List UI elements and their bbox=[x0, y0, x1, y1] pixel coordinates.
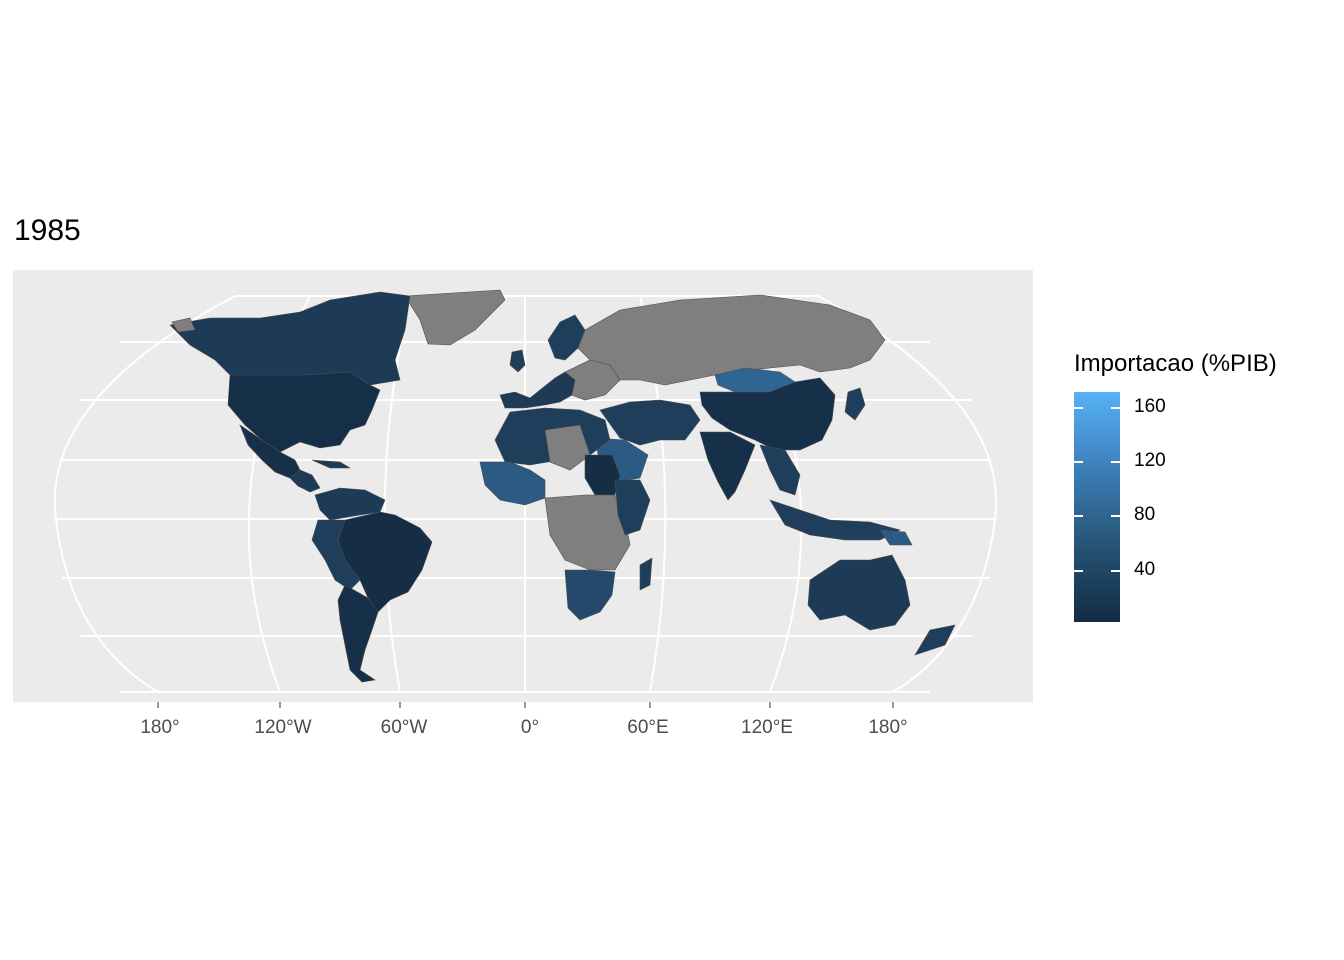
legend-tick-label: 120 bbox=[1134, 450, 1166, 472]
country-russia bbox=[577, 294, 886, 386]
x-tick-label: 180° bbox=[140, 717, 179, 738]
graticule-line bbox=[817, 295, 998, 693]
country-southeast-asia bbox=[759, 444, 801, 496]
country-china bbox=[699, 377, 836, 451]
country-australia bbox=[807, 554, 911, 631]
country-central-america bbox=[289, 469, 321, 493]
x-axis: 180° 120°W 60°W 0° 60°E 120°E 180° bbox=[140, 702, 908, 738]
legend-tick-label: 40 bbox=[1134, 558, 1156, 580]
country-layer bbox=[169, 289, 956, 683]
legend-colorbar bbox=[1074, 392, 1120, 622]
graticule-line bbox=[383, 295, 411, 693]
country-uk bbox=[509, 349, 526, 373]
graticule bbox=[53, 295, 998, 693]
country-peru-bolivia bbox=[311, 519, 361, 591]
country-madagascar bbox=[639, 557, 653, 591]
country-southern-africa bbox=[564, 569, 616, 621]
x-tick-label: 60°W bbox=[381, 717, 428, 738]
country-central-africa bbox=[544, 494, 631, 571]
country-greenland bbox=[404, 289, 506, 346]
legend-tick-label: 80 bbox=[1134, 504, 1156, 526]
x-tick-label: 120°W bbox=[254, 717, 311, 738]
x-tick-label: 120°E bbox=[741, 717, 793, 738]
legend: Importacao (%PIB) 160 120 80 40 bbox=[1074, 350, 1277, 622]
country-middle-east bbox=[599, 399, 701, 446]
country-papua bbox=[879, 529, 913, 546]
country-argentina-chile bbox=[337, 584, 379, 683]
country-sahel bbox=[544, 424, 591, 471]
country-japan bbox=[844, 387, 866, 421]
legend-title: Importacao (%PIB) bbox=[1074, 350, 1277, 377]
legend-tick-label: 160 bbox=[1134, 396, 1166, 418]
country-cuba bbox=[311, 459, 352, 469]
country-new-zealand bbox=[914, 624, 956, 656]
country-east-africa bbox=[614, 479, 651, 536]
plot-title: 1985 bbox=[14, 214, 81, 247]
graticule-line bbox=[53, 295, 236, 693]
country-alaska-region bbox=[171, 317, 196, 333]
country-india bbox=[699, 431, 756, 501]
country-usa bbox=[227, 371, 381, 453]
country-canada bbox=[169, 291, 411, 386]
x-tick-label: 180° bbox=[868, 717, 907, 738]
x-tick-label: 0° bbox=[521, 717, 539, 738]
x-tick-label: 60°E bbox=[627, 717, 668, 738]
